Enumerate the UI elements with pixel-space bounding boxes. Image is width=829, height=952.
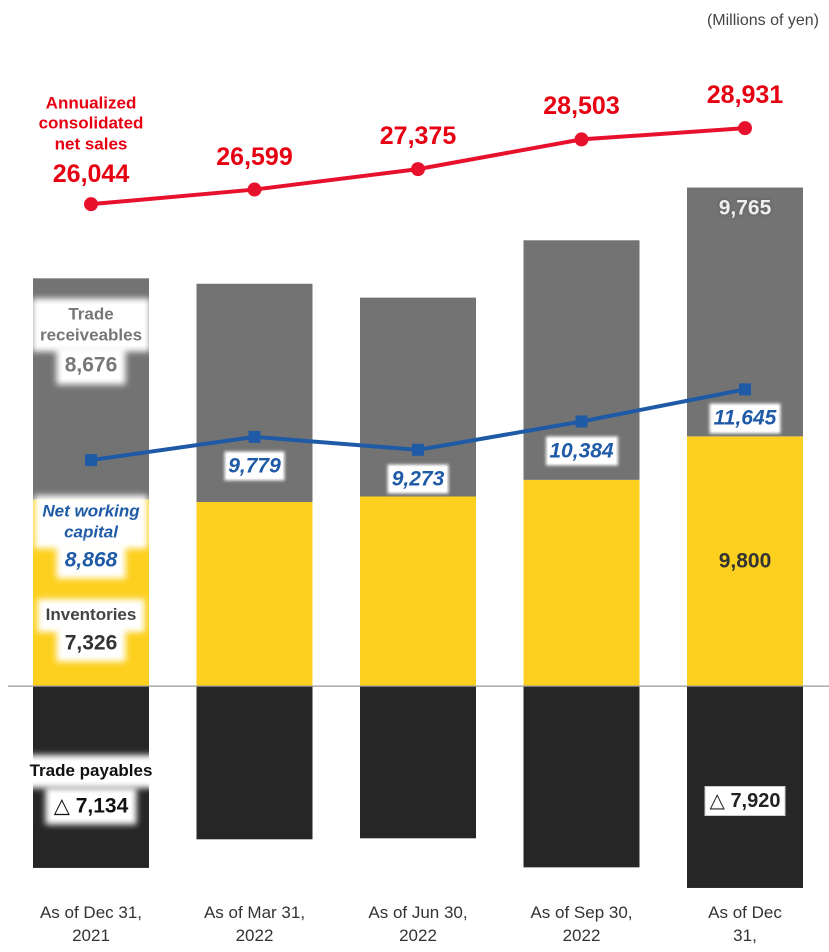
bar [360,297,476,497]
data-label: 9,800 [718,549,772,573]
marker [412,443,424,456]
data-label: 28,931 [706,81,784,110]
data-label: 8,868 [62,547,120,573]
bar [360,496,476,687]
data-label: 9,273 [389,466,447,492]
marker [738,121,752,136]
bar [687,436,803,687]
x-tick-label: As of Jun 30, 2022 [368,903,468,945]
marker [739,383,751,396]
data-label: △ 7,920 [704,786,786,817]
marker [575,415,588,428]
x-tick-label: As of Mar 31, 2022 [203,903,306,945]
data-label: 8,676 [62,352,120,378]
data-label: 28,503 [543,92,620,121]
x-tick-label: As of Dec 31, 2022 [708,903,782,952]
marker [411,162,425,177]
bar [523,479,640,687]
data-label: 26,044 [52,160,130,189]
bar [360,686,476,839]
marker [248,430,261,443]
x-tick-label: As of Sep 30, 2022 [530,903,633,945]
data-label: △ 7,134 [51,793,131,819]
series-name: Annualized consolidated net sales [38,93,144,154]
marker [84,197,98,212]
data-label: 26,599 [216,142,293,171]
series-name: Net working capital [40,501,142,543]
marker [574,132,589,147]
series-name: Trade receiveables [37,304,145,346]
bar [196,502,313,687]
data-label: 9,779 [226,453,283,479]
series-name: Trade payables [27,760,155,782]
series-name: Inventories [43,604,139,626]
x-tick-label: As of Dec 31, 2021 [39,903,143,945]
bar [196,686,313,840]
data-label: 10,384 [547,437,616,464]
unit-label: (Millions of yen) [706,12,819,29]
marker [85,454,97,467]
data-label: 11,645 [711,405,779,431]
data-label: 27,375 [379,122,457,151]
data-label: 7,326 [62,630,120,656]
bar [523,686,640,868]
data-label: 9,765 [718,195,772,219]
marker [247,182,262,197]
